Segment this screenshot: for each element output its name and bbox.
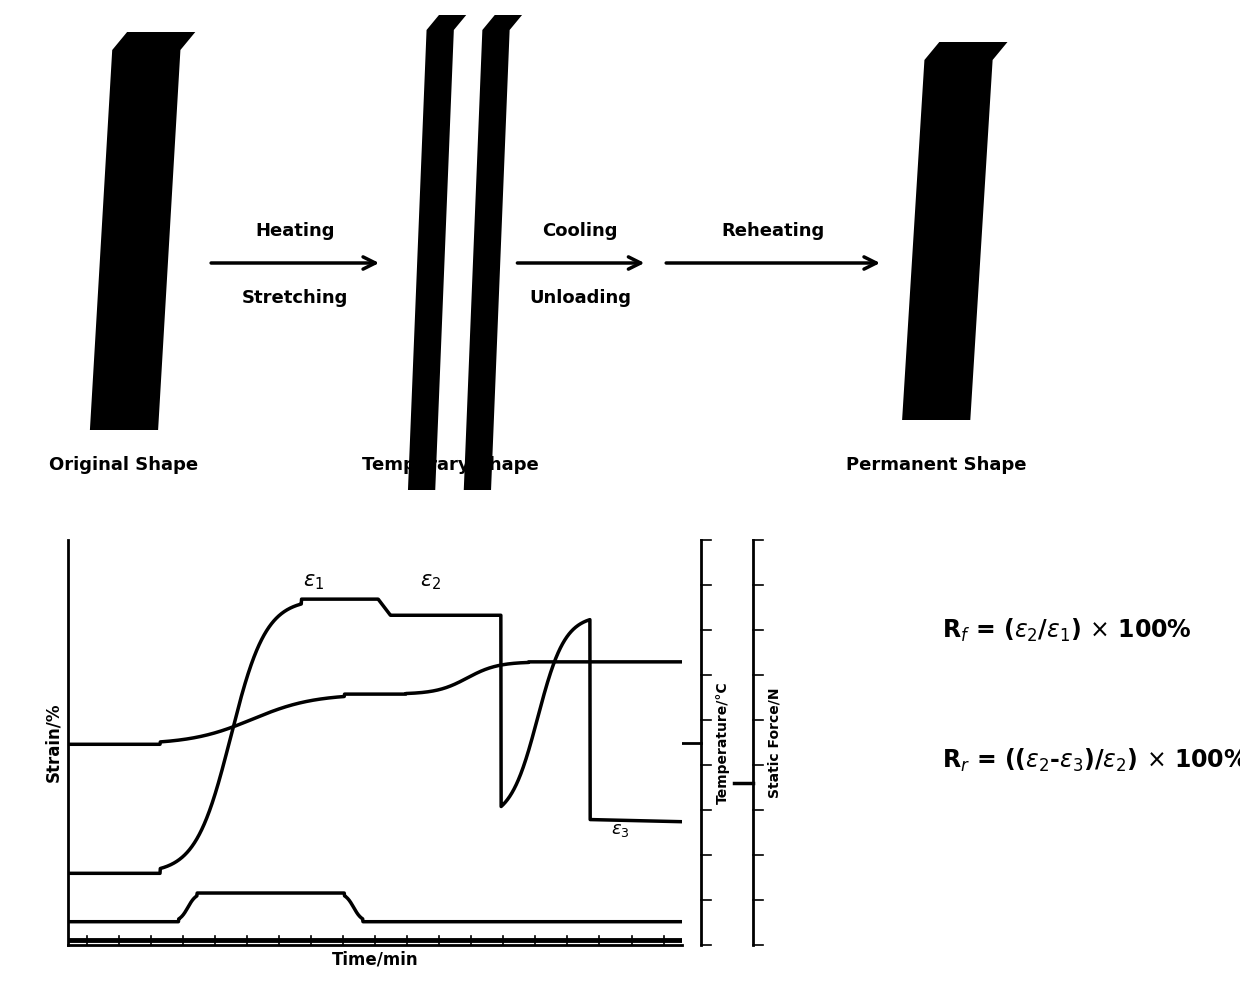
- Polygon shape: [903, 60, 992, 420]
- Text: Static Force/N: Static Force/N: [768, 687, 781, 798]
- Polygon shape: [464, 30, 510, 490]
- X-axis label: Time/min: Time/min: [332, 951, 418, 969]
- Polygon shape: [91, 50, 181, 430]
- Polygon shape: [113, 32, 196, 50]
- Text: $\varepsilon_1$: $\varepsilon_1$: [303, 572, 325, 592]
- Text: Reheating: Reheating: [720, 222, 825, 240]
- Polygon shape: [408, 30, 454, 490]
- Text: Temporary Shape: Temporary Shape: [362, 456, 538, 474]
- Text: Original Shape: Original Shape: [50, 456, 198, 474]
- Text: Cooling: Cooling: [543, 222, 618, 240]
- Text: $\varepsilon_3$: $\varepsilon_3$: [611, 821, 630, 839]
- Polygon shape: [482, 15, 522, 30]
- Polygon shape: [925, 42, 1007, 60]
- Text: Temperature/°C: Temperature/°C: [715, 681, 729, 804]
- Text: Stretching: Stretching: [242, 289, 348, 307]
- Polygon shape: [427, 15, 466, 30]
- Text: R$_f$ = ($\varepsilon_2$/$\varepsilon_1$) $\times$ 100%: R$_f$ = ($\varepsilon_2$/$\varepsilon_1$…: [942, 616, 1192, 644]
- Text: Permanent Shape: Permanent Shape: [846, 456, 1027, 474]
- Y-axis label: Strain/%: Strain/%: [45, 703, 63, 782]
- Text: Unloading: Unloading: [529, 289, 631, 307]
- Text: Heating: Heating: [255, 222, 335, 240]
- Text: R$_r$ = (($\varepsilon_2$-$\varepsilon_3$)/$\varepsilon_2$) $\times$ 100%: R$_r$ = (($\varepsilon_2$-$\varepsilon_3…: [942, 746, 1240, 774]
- Text: $\varepsilon_2$: $\varepsilon_2$: [420, 572, 441, 592]
